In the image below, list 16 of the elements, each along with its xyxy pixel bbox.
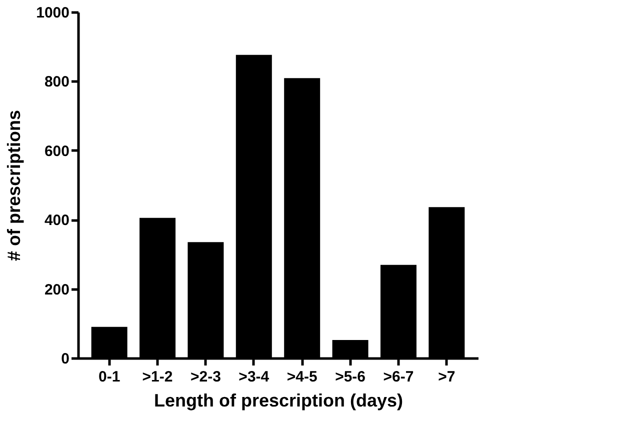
x-tick-label: >2-3 (190, 368, 221, 386)
x-tick-label: >1-2 (142, 368, 173, 386)
x-axis-title: Length of prescription (days) (154, 390, 404, 410)
y-tick-label: 0 (61, 350, 70, 368)
x-tick-label: 0-1 (98, 368, 120, 386)
y-tick-label: 1000 (36, 4, 70, 22)
y-tick-label: 600 (44, 142, 70, 160)
x-tick-label: >6-7 (383, 368, 414, 386)
y-tick-label: 800 (44, 74, 70, 91)
y-tick-label: 400 (44, 212, 70, 230)
x-tick-label: >4-5 (286, 368, 318, 386)
y-axis-title: # of prescriptions (4, 110, 24, 262)
y-tick-label: 200 (44, 281, 70, 298)
x-tick-label: >7 (438, 368, 456, 386)
x-tick-label: >5-6 (335, 368, 366, 386)
x-tick-label: >3-4 (238, 368, 270, 386)
